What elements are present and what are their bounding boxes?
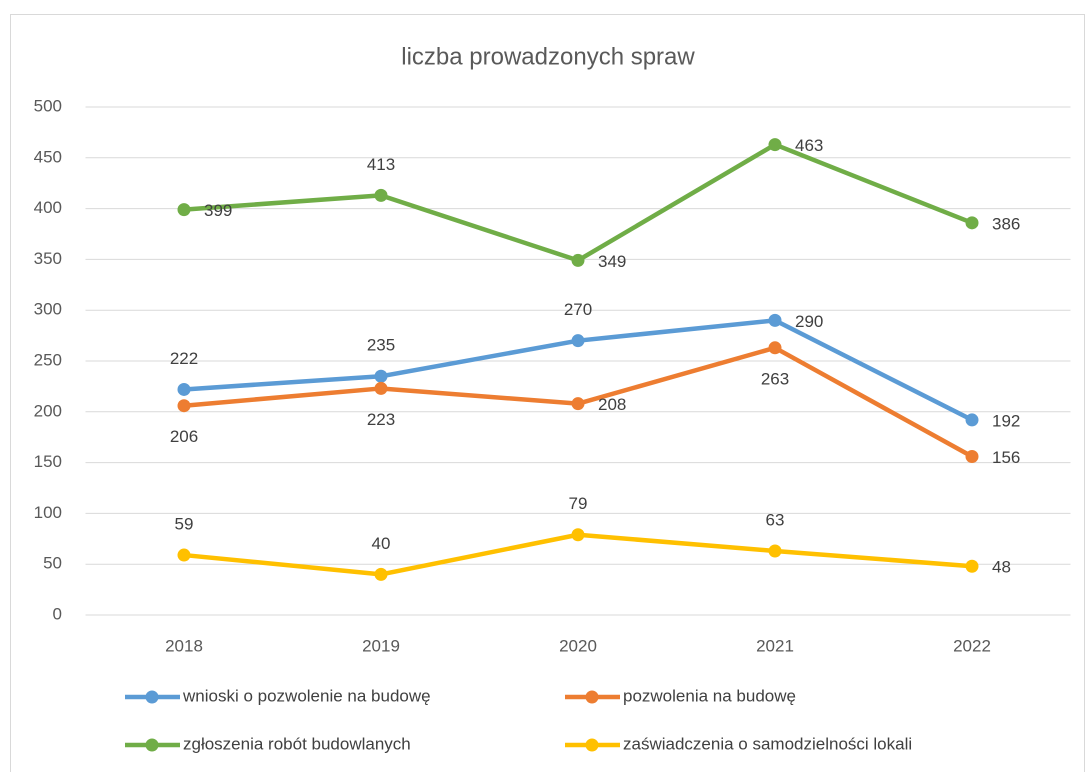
data-label: 208: [598, 395, 626, 414]
data-label: 223: [367, 410, 395, 429]
data-point: [965, 559, 979, 573]
legend-marker: [585, 690, 599, 704]
data-point: [965, 216, 979, 230]
data-label: 206: [170, 427, 198, 446]
data-label: 413: [367, 155, 395, 174]
data-label: 349: [598, 252, 626, 271]
data-label: 59: [175, 515, 194, 534]
legend-label: wnioski o pozwolenie na budowę: [182, 686, 431, 705]
y-tick-label: 300: [34, 300, 62, 319]
data-point: [965, 450, 979, 464]
data-label: 290: [795, 312, 823, 331]
data-label: 48: [992, 558, 1011, 577]
data-point: [965, 413, 979, 427]
data-point: [374, 567, 388, 581]
data-label: 463: [795, 136, 823, 155]
y-tick-label: 350: [34, 249, 62, 268]
data-point: [177, 203, 191, 217]
data-label: 235: [367, 336, 395, 355]
data-point: [374, 188, 388, 202]
legend-label: zaświadczenia o samodzielności lokali: [623, 734, 912, 753]
data-label: 63: [766, 510, 785, 529]
data-point: [768, 313, 782, 327]
y-tick-label: 0: [53, 604, 62, 623]
data-point: [177, 399, 191, 413]
y-tick-label: 250: [34, 350, 62, 369]
data-point: [571, 253, 585, 267]
data-label: 222: [170, 349, 198, 368]
data-point: [768, 138, 782, 152]
x-tick-label: 2019: [362, 636, 400, 655]
data-point: [177, 548, 191, 562]
data-point: [177, 382, 191, 396]
data-point: [571, 397, 585, 411]
x-tick-label: 2022: [953, 636, 991, 655]
legend-marker: [145, 690, 159, 704]
chart-title: liczba prowadzonych spraw: [401, 43, 695, 70]
data-point: [374, 381, 388, 395]
y-tick-label: 150: [34, 452, 62, 471]
x-tick-label: 2020: [559, 636, 597, 655]
data-point: [768, 341, 782, 355]
data-point: [571, 334, 585, 348]
data-point: [374, 369, 388, 383]
y-tick-label: 450: [34, 147, 62, 166]
data-point: [768, 544, 782, 558]
data-label: 156: [992, 448, 1020, 467]
chart-border: [10, 14, 1085, 772]
y-tick-label: 50: [43, 554, 62, 573]
y-tick-label: 200: [34, 401, 62, 420]
data-point: [571, 528, 585, 542]
y-tick-label: 400: [34, 198, 62, 217]
legend-marker: [585, 738, 599, 752]
data-label: 399: [204, 201, 232, 220]
data-label: 79: [569, 494, 588, 513]
y-tick-label: 500: [34, 96, 62, 115]
legend-label: zgłoszenia robót budowlanych: [183, 734, 411, 753]
data-label: 386: [992, 214, 1020, 233]
legend-label: pozwolenia na budowę: [623, 686, 796, 705]
data-label: 263: [761, 369, 789, 388]
data-label: 40: [372, 534, 391, 553]
legend-marker: [145, 738, 159, 752]
data-label: 270: [564, 300, 592, 319]
y-tick-label: 100: [34, 503, 62, 522]
data-label: 192: [992, 411, 1020, 430]
x-tick-label: 2018: [165, 636, 203, 655]
x-tick-label: 2021: [756, 636, 794, 655]
